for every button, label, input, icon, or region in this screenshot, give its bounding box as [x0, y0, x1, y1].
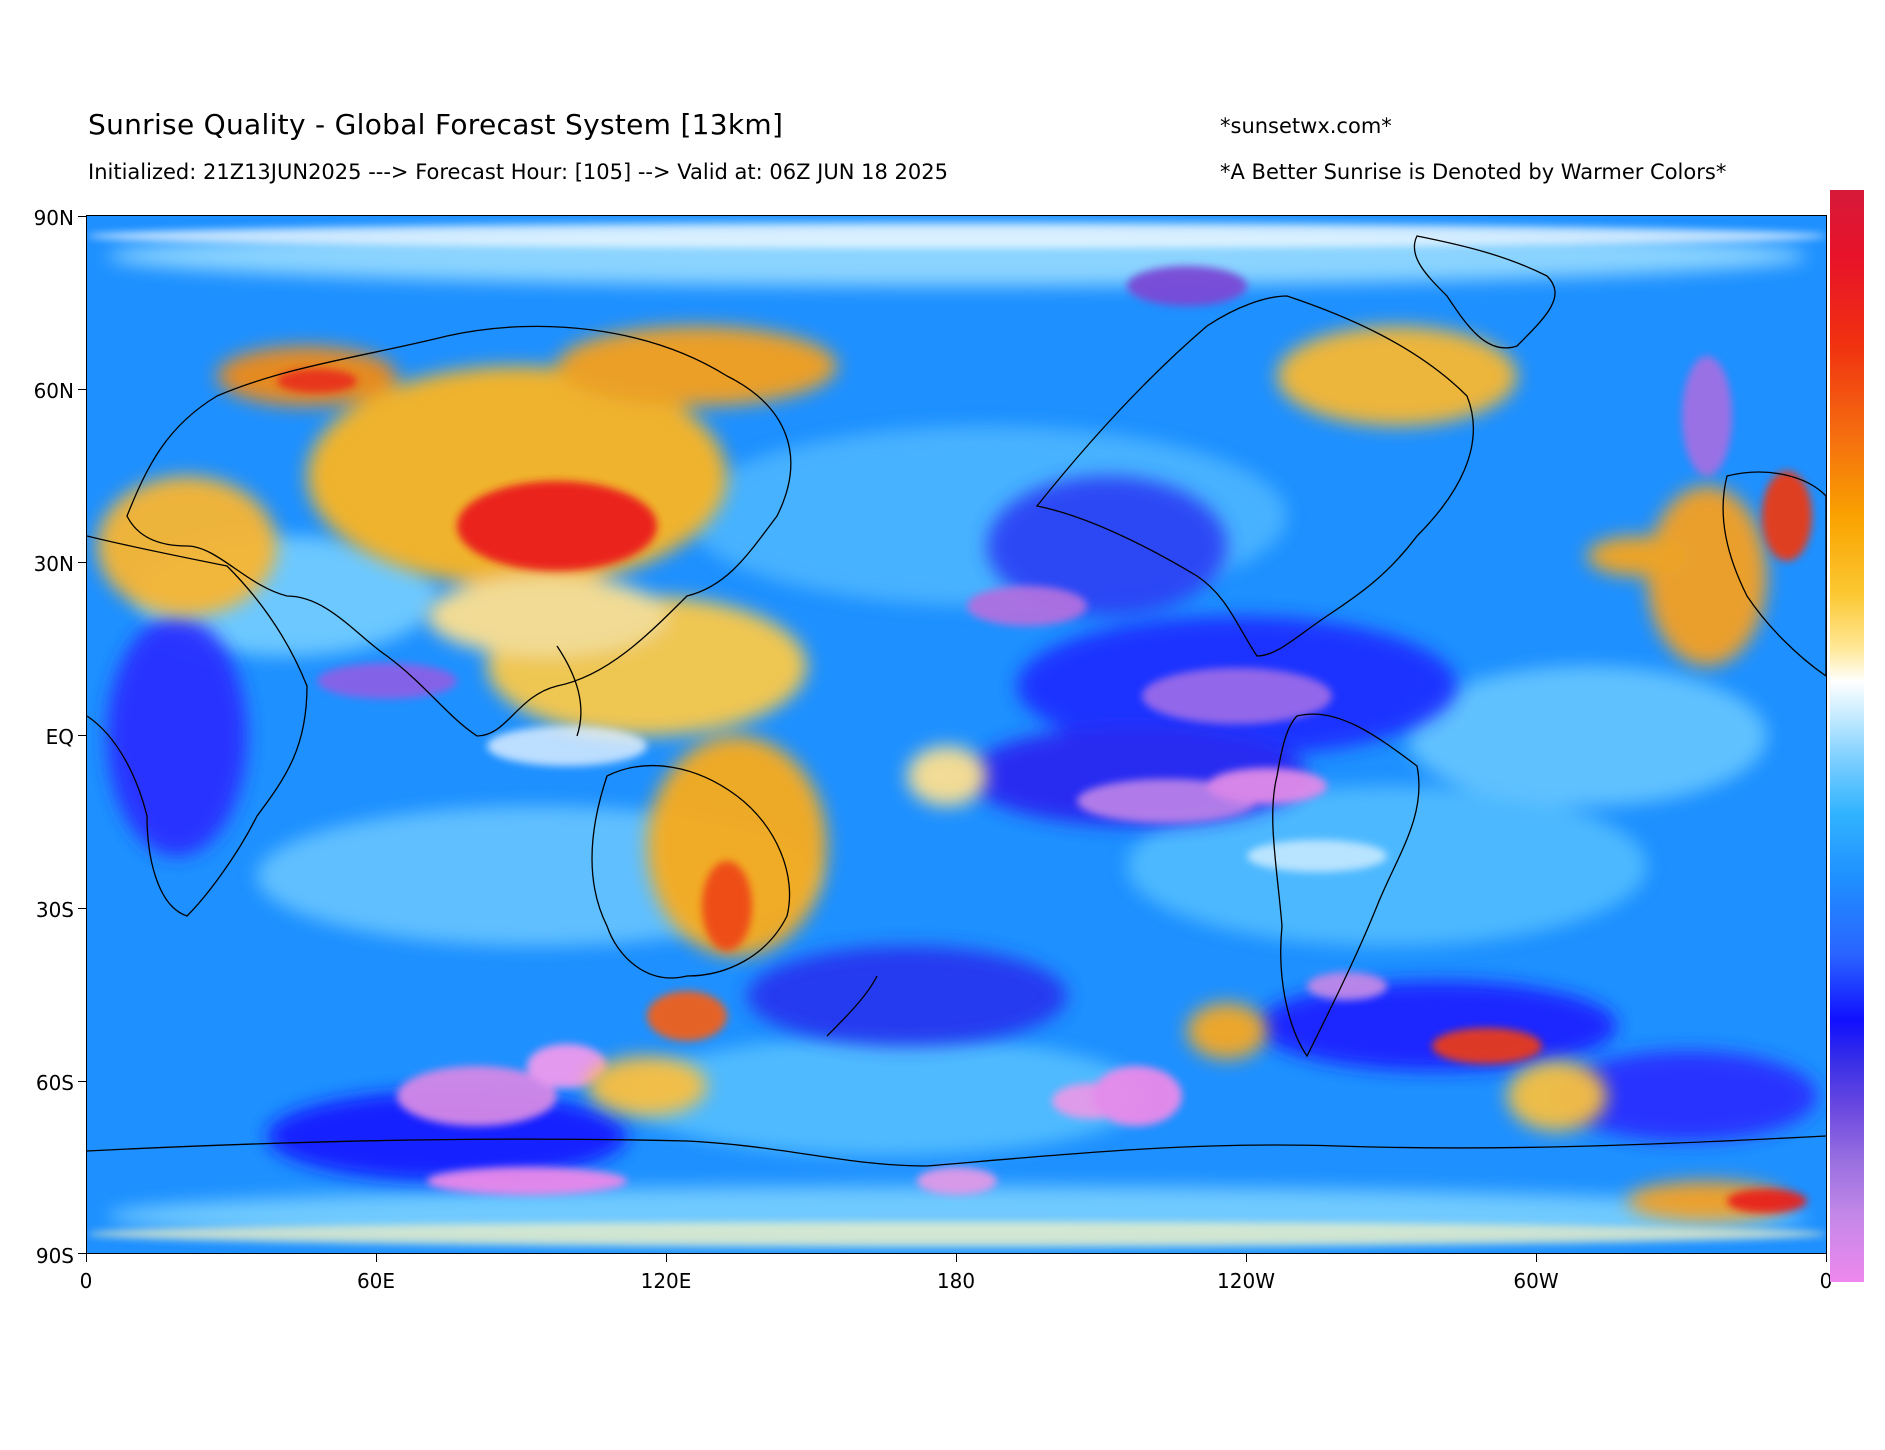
chart-subtitle: Initialized: 21Z13JUN2025 ---> Forecast …: [88, 160, 948, 184]
lat-label-30s: 30S: [35, 898, 74, 922]
lat-label-90n: 90N: [33, 206, 74, 230]
lon-label-60w: 60W: [1513, 1269, 1559, 1293]
site-credit: *sunsetwx.com*: [1220, 114, 1392, 138]
field-warm: [97, 326, 1787, 1221]
coastlines: [87, 235, 1826, 1167]
lon-label-0-east: 0: [1819, 1269, 1833, 1293]
lon-tick: [666, 1254, 667, 1262]
lon-tick: [1826, 1254, 1827, 1262]
lon-label-180: 180: [936, 1269, 976, 1293]
lon-tick: [86, 1254, 87, 1262]
color-note: *A Better Sunrise is Denoted by Warmer C…: [1220, 160, 1727, 184]
lon-tick: [1246, 1254, 1247, 1262]
lat-tick: [78, 908, 86, 909]
lat-tick: [78, 389, 86, 390]
field-purple: [317, 266, 1732, 1195]
chart-title: Sunrise Quality - Global Forecast System…: [88, 108, 784, 141]
lon-label-0: 0: [79, 1269, 93, 1293]
lat-label-30n: 30N: [33, 552, 74, 576]
lat-tick: [78, 216, 86, 217]
lon-label-120e: 120E: [640, 1269, 692, 1293]
map-frame: [86, 215, 1827, 1254]
lon-tick: [956, 1254, 957, 1262]
lat-label-eq: EQ: [45, 725, 74, 749]
field-red: [277, 369, 1812, 1213]
lat-label-60n: 60N: [33, 379, 74, 403]
lon-label-60e: 60E: [356, 1269, 396, 1293]
field-white: [87, 224, 1826, 1246]
lat-label-90s: 90S: [35, 1244, 74, 1268]
colorbar: [1830, 190, 1864, 1282]
lat-tick: [78, 735, 86, 736]
lat-label-60s: 60S: [35, 1071, 74, 1095]
lon-tick: [376, 1254, 377, 1262]
forecast-map: [87, 216, 1826, 1253]
lat-tick: [78, 1081, 86, 1082]
lat-tick: [78, 1253, 86, 1254]
lon-tick: [1536, 1254, 1537, 1262]
lon-label-120w: 120W: [1217, 1269, 1275, 1293]
lat-tick: [78, 562, 86, 563]
